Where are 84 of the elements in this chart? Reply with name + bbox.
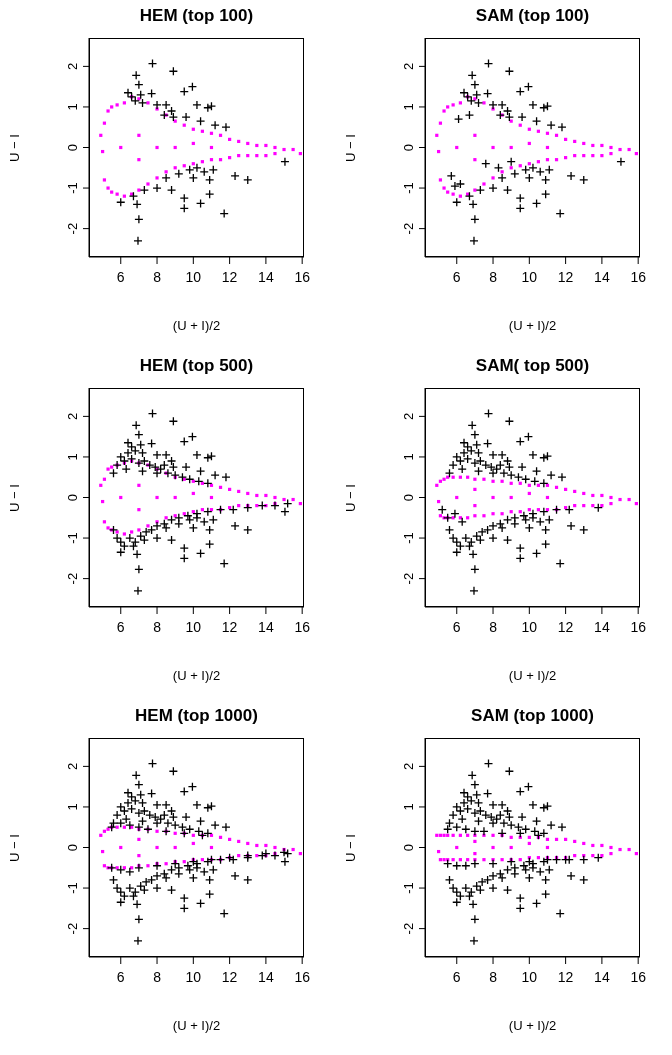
x-tick-label: 6 bbox=[452, 268, 461, 285]
y-tick-label: 2 bbox=[65, 62, 80, 71]
y-tick-label: -2 bbox=[65, 222, 80, 235]
y-tick-label: 1 bbox=[65, 803, 80, 811]
y-tick-label: -1 bbox=[401, 532, 416, 544]
x-axis-title: (U + I)/2 bbox=[507, 1018, 558, 1033]
chart-title: HEM (top 500) bbox=[138, 356, 255, 376]
x-tick-label: 10 bbox=[185, 968, 202, 985]
y-tick-label: 0 bbox=[65, 493, 80, 502]
y-tick-label: 0 bbox=[401, 843, 416, 852]
x-tick-label: 8 bbox=[489, 618, 498, 635]
x-tick-label: 16 bbox=[630, 618, 647, 635]
x-tick-label: 16 bbox=[630, 268, 647, 285]
x-tick-label: 10 bbox=[521, 968, 538, 985]
x-tick-label: 12 bbox=[557, 618, 574, 635]
x-tick-label: 14 bbox=[258, 268, 274, 285]
x-tick-label: 10 bbox=[521, 268, 538, 285]
x-tick-label: 12 bbox=[221, 618, 238, 635]
y-tick-label: 2 bbox=[65, 412, 80, 421]
x-tick-label: 10 bbox=[185, 268, 202, 285]
x-tick-label: 14 bbox=[594, 968, 610, 985]
y-tick-label: 0 bbox=[401, 143, 416, 152]
y-tick-label: 1 bbox=[401, 103, 416, 111]
x-tick-label: 16 bbox=[294, 268, 311, 285]
x-tick-label: 8 bbox=[153, 618, 162, 635]
x-tick-label: 6 bbox=[452, 618, 461, 635]
x-tick-label: 16 bbox=[294, 968, 311, 985]
x-axis-title: (U + I)/2 bbox=[171, 318, 222, 333]
y-tick-label: -2 bbox=[401, 922, 416, 935]
y-tick-label: 0 bbox=[401, 493, 416, 502]
y-tick-label: -2 bbox=[65, 572, 80, 585]
y-tick-label: 2 bbox=[401, 762, 416, 771]
y-tick-label: 1 bbox=[65, 103, 80, 111]
x-axis-title: (U + I)/2 bbox=[507, 668, 558, 683]
y-tick-label: 1 bbox=[401, 453, 416, 461]
y-tick-label: 2 bbox=[65, 762, 80, 771]
y-tick-label: -1 bbox=[65, 882, 80, 894]
x-tick-label: 10 bbox=[521, 618, 538, 635]
y-tick-label: -2 bbox=[65, 922, 80, 935]
x-tick-label: 16 bbox=[630, 968, 647, 985]
chart-title: SAM (top 100) bbox=[474, 6, 591, 26]
x-tick-label: 14 bbox=[258, 968, 274, 985]
x-tick-label: 6 bbox=[116, 268, 125, 285]
y-axis-title: U − I bbox=[6, 133, 22, 162]
y-tick-label: 2 bbox=[401, 412, 416, 421]
y-tick-label: 1 bbox=[65, 453, 80, 461]
y-axis-title: U − I bbox=[6, 483, 22, 512]
y-tick-label: -1 bbox=[65, 182, 80, 194]
x-tick-label: 14 bbox=[258, 618, 274, 635]
y-tick-label: -1 bbox=[401, 182, 416, 194]
x-axis-title: (U + I)/2 bbox=[171, 1018, 222, 1033]
x-tick-label: 6 bbox=[452, 968, 461, 985]
y-tick-label: -1 bbox=[65, 532, 80, 544]
x-axis-title: (U + I)/2 bbox=[171, 668, 222, 683]
y-tick-label: -2 bbox=[401, 572, 416, 585]
chart-title: SAM (top 1000) bbox=[470, 706, 595, 726]
x-tick-label: 8 bbox=[489, 968, 498, 985]
chart-title: HEM (top 100) bbox=[138, 6, 255, 26]
x-tick-label: 14 bbox=[594, 268, 610, 285]
y-axis-title: U − I bbox=[342, 833, 358, 862]
y-tick-label: 2 bbox=[401, 62, 416, 71]
chart-title: HEM (top 1000) bbox=[134, 706, 259, 726]
x-tick-label: 12 bbox=[221, 268, 238, 285]
x-tick-label: 12 bbox=[221, 968, 238, 985]
y-axis-title: U − I bbox=[6, 833, 22, 862]
y-axis-title: U − I bbox=[342, 133, 358, 162]
x-tick-label: 14 bbox=[594, 618, 610, 635]
y-tick-label: 0 bbox=[65, 143, 80, 152]
x-tick-label: 8 bbox=[153, 268, 162, 285]
x-tick-label: 6 bbox=[116, 618, 125, 635]
y-axis-title: U − I bbox=[342, 483, 358, 512]
x-tick-label: 6 bbox=[116, 968, 125, 985]
x-tick-label: 16 bbox=[294, 618, 311, 635]
x-tick-label: 8 bbox=[153, 968, 162, 985]
y-tick-label: -2 bbox=[401, 222, 416, 235]
x-tick-label: 10 bbox=[185, 618, 202, 635]
x-tick-label: 8 bbox=[489, 268, 498, 285]
x-axis-title: (U + I)/2 bbox=[507, 318, 558, 333]
chart-title: SAM( top 500) bbox=[474, 356, 591, 376]
y-tick-label: 1 bbox=[401, 803, 416, 811]
y-tick-label: -1 bbox=[401, 882, 416, 894]
x-tick-label: 12 bbox=[557, 968, 574, 985]
y-tick-label: 0 bbox=[65, 843, 80, 852]
x-tick-label: 12 bbox=[557, 268, 574, 285]
